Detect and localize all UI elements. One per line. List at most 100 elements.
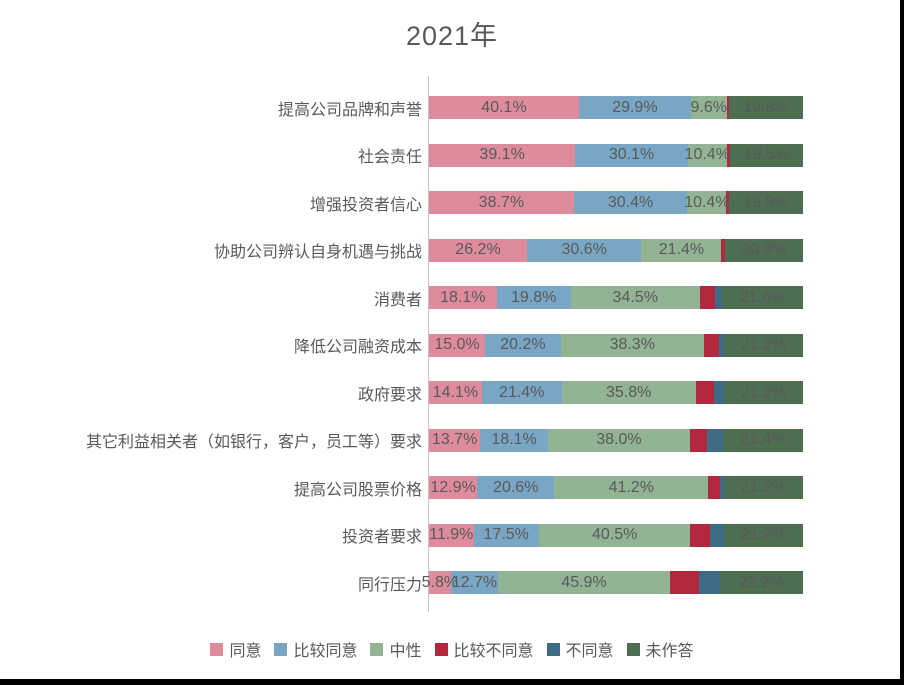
- segment-value-label: 35.8%: [606, 383, 652, 401]
- segment-somewhat-agree: 29.9%: [578, 96, 691, 120]
- segment-value-label: 21.2%: [740, 526, 786, 544]
- plot-area: 提高公司品牌和声誉 40.1% 29.9% 9.6% 19.8% 社会责任 39.1% 30.…: [0, 84, 904, 607]
- segment-value-label: 40.5%: [591, 526, 638, 544]
- bar-row: 提高公司品牌和声誉 40.1% 29.9% 9.6% 19.8%: [0, 84, 904, 132]
- segment-value-label: 34.5%: [612, 288, 658, 306]
- bar-track: 5.8% 12.7% 45.9% 22.2%: [422, 571, 803, 595]
- segment-no-answer: 19.8%: [728, 96, 803, 120]
- bar-track: 40.1% 29.9% 9.6% 19.8%: [429, 96, 803, 120]
- segment-no-answer: 21.4%: [722, 428, 803, 452]
- segment-value-label: 20.8%: [741, 241, 787, 259]
- segment-value-label: 13.7%: [431, 431, 478, 449]
- bar-row: 协助公司辨认自身机遇与挑战 26.2% 30.6% 21.4% 20.8%: [0, 227, 904, 275]
- segment-disagree: [714, 381, 724, 405]
- bar-row: 同行压力 5.8% 12.7% 45.9% 22.2%: [0, 559, 904, 607]
- segment-agree: 38.7%: [429, 191, 574, 215]
- legend-swatch-neutral: [370, 642, 384, 656]
- segment-value-label: 19.8%: [743, 98, 789, 116]
- segment-value-label: 38.0%: [596, 431, 642, 449]
- segment-value-label: 20.6%: [493, 478, 539, 496]
- legend-label: 比较同意: [293, 641, 358, 660]
- segment-somewhat-disagree: [703, 333, 719, 357]
- segment-value-label: 45.9%: [561, 573, 607, 591]
- legend-item-somewhat-agree: 比较同意: [274, 637, 357, 661]
- legend-label: 同意: [229, 641, 262, 660]
- segment-neutral: 21.4%: [641, 238, 722, 262]
- segment-neutral: 40.5%: [538, 523, 691, 547]
- bar-row: 消费者 18.1% 19.8% 34.5% 21.6%: [0, 274, 904, 322]
- segment-neutral: 38.0%: [547, 428, 691, 452]
- segment-value-label: 19.5%: [743, 146, 790, 164]
- segment-value-label: 12.7%: [451, 573, 498, 591]
- segment-somewhat-disagree: [695, 381, 715, 405]
- segment-no-answer: 21.2%: [723, 523, 803, 547]
- segment-agree: 15.0%: [429, 333, 486, 357]
- segment-value-label: 41.2%: [608, 478, 654, 496]
- segment-agree: 26.2%: [429, 238, 527, 262]
- segment-value-label: 21.2%: [740, 478, 786, 496]
- segment-somewhat-agree: 30.1%: [575, 143, 688, 167]
- legend: 同意 比较同意 中性 比较不同意 不同意 未作答: [0, 637, 904, 661]
- segment-no-answer: 19.5%: [730, 143, 803, 167]
- legend-swatch-agree: [210, 642, 224, 656]
- bar-row: 降低公司融资成本 15.0% 20.2% 38.3% 21.2%: [0, 322, 904, 370]
- category-label: 协助公司辨认自身机遇与挑战: [213, 242, 422, 262]
- legend-item-somewhat-disagree: 比较不同意: [434, 637, 534, 661]
- segment-value-label: 21.4%: [658, 241, 705, 259]
- category-label: 其它利益相关者（如银行，客户，员工等）要求: [85, 432, 422, 452]
- segment-value-label: 21.2%: [740, 383, 786, 401]
- bar-track: 13.7% 18.1% 38.0% 21.4%: [429, 428, 803, 452]
- segment-somewhat-disagree: [690, 428, 708, 452]
- category-label: 投资者要求: [341, 527, 422, 547]
- segment-value-label: 21.4%: [740, 431, 786, 449]
- segment-value-label: 38.3%: [609, 336, 655, 354]
- bar-track: 14.1% 21.4% 35.8% 21.2%: [429, 381, 803, 405]
- segment-somewhat-disagree: [726, 143, 731, 167]
- bar-row: 其它利益相关者（如银行，客户，员工等）要求 13.7% 18.1% 38.0% 21.4…: [0, 417, 904, 465]
- segment-value-label: 21.6%: [739, 288, 786, 306]
- segment-somewhat-agree: 20.2%: [485, 333, 561, 357]
- segment-value-label: 26.2%: [455, 241, 501, 259]
- segment-agree: 40.1%: [429, 96, 579, 120]
- segment-value-label: 19.8%: [511, 288, 557, 306]
- segment-no-answer: 21.2%: [723, 476, 803, 500]
- category-label: 消费者: [373, 289, 422, 309]
- legend-item-disagree: 不同意: [546, 637, 614, 661]
- segment-value-label: 39.1%: [479, 146, 525, 164]
- segment-neutral: 10.4%: [685, 143, 730, 167]
- legend-swatch-no-answer: [626, 642, 640, 656]
- segment-somewhat-agree: 20.6%: [477, 476, 555, 500]
- segment-agree: 18.1%: [429, 286, 497, 310]
- y-axis-line: [428, 76, 429, 612]
- segment-no-answer: 21.2%: [723, 381, 803, 405]
- segment-value-label: 11.9%: [429, 526, 474, 544]
- segment-disagree: [715, 286, 723, 310]
- segment-agree: 5.8%: [422, 571, 458, 595]
- legend-label: 不同意: [565, 641, 614, 660]
- bar-track: 12.9% 20.6% 41.2% 21.2%: [429, 476, 803, 500]
- legend-item-no-answer: 未作答: [626, 637, 694, 661]
- segment-value-label: 30.6%: [561, 241, 607, 259]
- legend-swatch-somewhat-agree: [274, 642, 288, 656]
- segment-neutral: 38.3%: [560, 333, 704, 357]
- bar-row: 增强投资者信心 38.7% 30.4% 10.4% 19.8%: [0, 179, 904, 227]
- bar-track: 15.0% 20.2% 38.3% 21.2%: [429, 333, 803, 357]
- bar-track: 39.1% 30.1% 10.4% 19.5%: [429, 143, 803, 167]
- category-label: 提高公司品牌和声誉: [277, 99, 422, 119]
- segment-no-answer: 20.8%: [725, 238, 803, 262]
- bar-row: 社会责任 39.1% 30.1% 10.4% 19.5%: [0, 132, 904, 180]
- segment-no-answer: 21.6%: [722, 286, 803, 310]
- segment-value-label: 30.1%: [608, 146, 655, 164]
- segment-somewhat-agree: 30.4%: [573, 191, 688, 215]
- bar-track: 38.7% 30.4% 10.4% 19.8%: [429, 191, 803, 215]
- segment-somewhat-disagree: [721, 238, 726, 262]
- category-label: 增强投资者信心: [309, 194, 422, 214]
- bar-row: 提高公司股票价格 12.9% 20.6% 41.2% 21.2%: [0, 464, 904, 512]
- segment-no-answer: 22.2%: [719, 571, 803, 595]
- legend-label: 中性: [389, 641, 422, 660]
- segment-value-label: 20.2%: [500, 336, 546, 354]
- category-label: 降低公司融资成本: [293, 337, 422, 357]
- segment-neutral: 10.4%: [684, 191, 730, 215]
- legend-item-agree: 同意: [210, 637, 261, 661]
- legend-item-neutral: 中性: [370, 637, 422, 661]
